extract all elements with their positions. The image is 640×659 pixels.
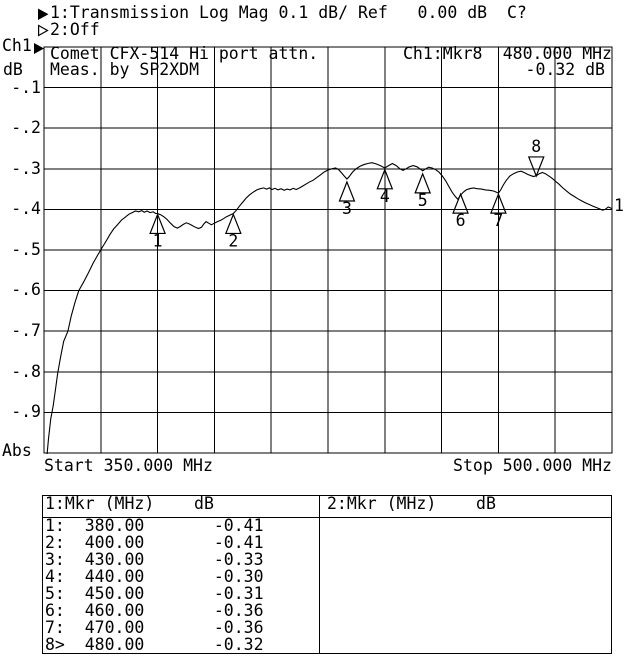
y-axis-unit-label: dB [3, 60, 23, 79]
y-tick-label: -.5 [11, 240, 41, 259]
marker-table [42, 495, 612, 654]
marker-readout-frequency: 480.000 MHz [502, 44, 612, 63]
y-tick-label: -.3 [11, 159, 41, 178]
marker-readout-value: -0.32 dB [525, 60, 605, 79]
y-tick-label: -.9 [11, 402, 41, 421]
marker-table-row: 8> 480.00 -0.32 [45, 635, 264, 654]
marker-table1-header: 1:Mkr (MHz) dB [45, 494, 214, 513]
y-tick-label: -.8 [11, 362, 41, 381]
marker-7-symbol [490, 192, 507, 214]
plot-frame [43, 46, 613, 454]
x-axis-start-label: Start 350.000 MHz [44, 456, 213, 475]
marker-table-row: 3: 430.00 -0.33 [45, 550, 264, 569]
y-tick-label: -.7 [11, 321, 41, 340]
marker-1-symbol [149, 212, 166, 235]
trace-end-number-label: 1 [614, 196, 624, 215]
marker-table-header-rule [43, 517, 611, 518]
channel2-inactive-marker-icon [37, 24, 49, 37]
trace2-status-line: 2:Off [50, 20, 100, 39]
marker-table-row: 6: 460.00 -0.36 [45, 601, 264, 620]
marker-table2-header: 2:Mkr (MHz) dB [327, 494, 496, 513]
trace1-status-line: 1:Transmission Log Mag 0.1 dB/ Ref 0.00 … [50, 3, 527, 22]
marker-table-divider [319, 496, 320, 653]
plot-title-line2: Meas. by SP2XDM [50, 60, 200, 79]
marker-7-label: 7 [493, 211, 503, 230]
x-axis-stop-label: Stop 500.000 MHz [453, 456, 612, 475]
marker-readout-label: Ch1:Mkr8 [403, 44, 483, 63]
marker-1-label: 1 [153, 231, 163, 250]
marker-6-label: 6 [456, 211, 466, 230]
marker-table-row: 1: 380.00 -0.41 [45, 516, 264, 535]
marker-table-row: 7: 470.00 -0.36 [45, 618, 264, 637]
marker-2-label: 2 [228, 231, 238, 250]
marker-4-label: 4 [380, 187, 390, 206]
trace-line [46, 162, 612, 454]
y-tick-label: -.1 [11, 78, 41, 97]
marker-3-label: 3 [342, 199, 352, 218]
marker-table-row: 4: 440.00 -0.30 [45, 567, 264, 586]
marker-table-row: 2: 400.00 -0.41 [45, 533, 264, 552]
channel-label: Ch1 [2, 36, 32, 55]
abs-label: Abs [2, 441, 32, 460]
y-tick-label: -.4 [11, 199, 41, 218]
marker-5-symbol [414, 172, 432, 194]
marker-4-symbol [376, 168, 394, 190]
marker-6-symbol [452, 192, 469, 214]
y-tick-label: -.2 [11, 118, 41, 137]
marker-5-label: 5 [418, 191, 428, 210]
marker-8-symbol [527, 156, 545, 178]
channel1-active-marker-icon [38, 8, 49, 20]
marker-2-symbol [224, 212, 242, 235]
reference-level-marker-icon [34, 43, 44, 54]
y-tick-label: -.6 [11, 280, 41, 299]
marker-3-symbol [338, 180, 356, 202]
marker-8-label: 8 [531, 137, 541, 156]
marker-table-row: 5: 450.00 -0.31 [45, 584, 264, 603]
plot-title-line1: Comet CFX-514 Hi port attn. [50, 44, 319, 63]
